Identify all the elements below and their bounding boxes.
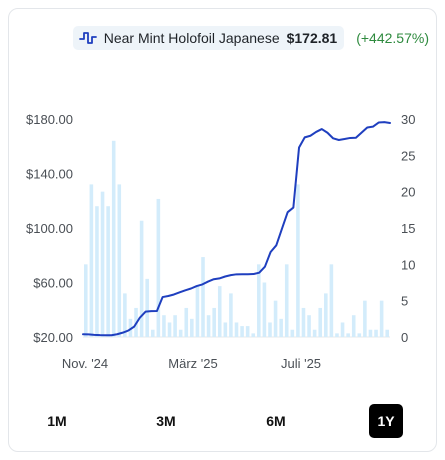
price-chart-card xyxy=(8,8,437,452)
volume-bar xyxy=(184,307,189,337)
legend-price-change: (+442.57%) xyxy=(356,30,429,46)
volume-bar xyxy=(379,300,384,337)
right-axis-tick-label: 20 xyxy=(401,185,415,200)
volume-bar xyxy=(363,300,367,337)
volume-bar xyxy=(156,198,161,337)
volume-bar xyxy=(139,220,144,337)
volume-bar xyxy=(296,184,300,337)
volume-bar xyxy=(340,322,345,337)
volume-bar xyxy=(117,184,122,337)
right-axis-tick-label: 5 xyxy=(401,294,408,309)
volume-bar xyxy=(368,329,373,337)
volume-bar xyxy=(329,264,334,337)
volume-bar xyxy=(374,329,378,337)
volume-bar xyxy=(290,329,295,337)
volume-bar xyxy=(111,140,116,337)
legend-series-label: Near Mint Holofoil Japanese xyxy=(103,30,280,46)
volume-bar xyxy=(234,322,239,337)
volume-bar xyxy=(229,293,233,337)
volume-bar xyxy=(123,293,127,337)
x-axis-tick-label: März '25 xyxy=(168,356,217,371)
right-axis-tick-label: 15 xyxy=(401,221,415,236)
volume-bar xyxy=(307,315,311,337)
volume-bar xyxy=(162,315,166,337)
right-axis-tick-label: 25 xyxy=(401,148,415,163)
range-button-1y[interactable]: 1Y xyxy=(369,404,403,438)
volume-bar xyxy=(318,307,323,337)
volume-bar xyxy=(173,315,177,337)
left-axis-tick-label: $180.00 xyxy=(26,112,73,127)
volume-bar xyxy=(212,307,216,337)
range-button-3m[interactable]: 3M xyxy=(149,404,183,438)
legend-series-chip[interactable]: Near Mint Holofoil Japanese $172.81 xyxy=(72,26,345,50)
right-axis-tick-label: 10 xyxy=(401,257,415,272)
left-axis-tick-label: $140.00 xyxy=(26,167,73,182)
left-axis-tick-label: $60.00 xyxy=(33,276,73,291)
price-line xyxy=(82,121,391,337)
right-axis-tick-label: 0 xyxy=(401,330,408,345)
volume-bar xyxy=(223,322,228,337)
volume-bar xyxy=(240,326,244,337)
volume-bar xyxy=(245,326,250,337)
volume-bar xyxy=(257,264,261,337)
volume-bar xyxy=(195,286,200,337)
left-axis-tick-label: $20.00 xyxy=(33,330,73,345)
volume-bar xyxy=(251,333,256,337)
chart-legend: Near Mint Holofoil Japanese $172.81 (+44… xyxy=(72,20,429,56)
x-axis-tick-label: Nov. '24 xyxy=(62,356,108,371)
right-axis-tick-label: 30 xyxy=(401,112,415,127)
volume-bar xyxy=(301,307,306,337)
volume-bar xyxy=(178,329,183,337)
x-axis-tick-label: Juli '25 xyxy=(281,356,321,371)
volume-bar xyxy=(150,329,155,337)
range-button-1m[interactable]: 1M xyxy=(40,404,74,438)
square-wave-icon xyxy=(78,28,98,48)
volume-bar xyxy=(279,318,283,337)
legend-price: $172.81 xyxy=(286,30,338,46)
volume-bar xyxy=(190,318,194,337)
volume-bar xyxy=(357,333,362,337)
volume-bar xyxy=(385,329,389,337)
volume-bar xyxy=(346,333,350,337)
volume-bar xyxy=(167,322,172,337)
volume-bar xyxy=(324,293,328,337)
volume-bar xyxy=(268,322,272,337)
volume-bar xyxy=(145,278,149,337)
left-axis-tick-label: $100.00 xyxy=(26,221,73,236)
volume-bar xyxy=(217,286,222,337)
volume-bar xyxy=(128,318,133,337)
volume-bar xyxy=(284,264,289,337)
volume-bar xyxy=(312,329,317,337)
volume-bar xyxy=(273,300,278,337)
volume-bar xyxy=(84,264,88,337)
volume-bar xyxy=(100,191,105,337)
volume-bar xyxy=(89,184,94,337)
range-button-6m[interactable]: 6M xyxy=(259,404,293,438)
volume-bar xyxy=(206,315,211,337)
volume-bar xyxy=(351,315,356,337)
volume-bar xyxy=(262,282,267,337)
volume-bar xyxy=(95,206,99,337)
volume-bar xyxy=(201,257,205,337)
price-chart[interactable]: $180.00 $140.00 $100.00 $60.00 $20.00 30 25 20… xyxy=(0,0,445,400)
volume-bar xyxy=(335,333,339,337)
volume-bar xyxy=(106,206,110,337)
time-range-selector: 1M 3M 6M 1Y xyxy=(0,404,445,440)
